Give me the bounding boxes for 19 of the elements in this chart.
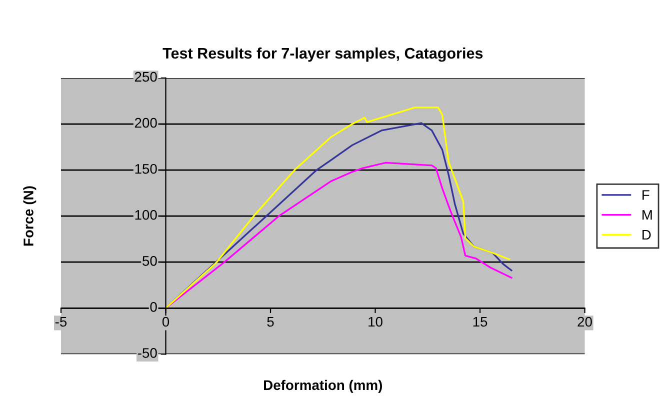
legend-label: M xyxy=(642,210,652,220)
y-tick-label: 200 xyxy=(134,118,157,128)
y-tick-label: 100 xyxy=(135,210,157,220)
x-tick-label: 10 xyxy=(368,316,382,327)
y-tick-label: 250 xyxy=(134,72,157,82)
x-tick-label: 20 xyxy=(578,316,592,327)
x-tick-label: 5 xyxy=(267,316,274,327)
x-tick-label: -5 xyxy=(55,316,67,327)
x-tick-label: 0 xyxy=(162,316,170,327)
legend-label: D xyxy=(642,230,651,240)
y-tick-label: 150 xyxy=(135,164,157,174)
chart-title: Test Results for 7-layer samples, Catagories xyxy=(162,47,483,62)
legend-label: F xyxy=(642,190,650,200)
x-tick-label: 15 xyxy=(473,316,488,327)
y-axis-title: Force (N) xyxy=(23,186,36,246)
y-tick-label: 0 xyxy=(150,302,157,312)
x-axis-title: Deformation (mm) xyxy=(264,380,382,393)
y-tick-label: -50 xyxy=(138,348,157,358)
y-tick-label: 50 xyxy=(142,256,157,266)
